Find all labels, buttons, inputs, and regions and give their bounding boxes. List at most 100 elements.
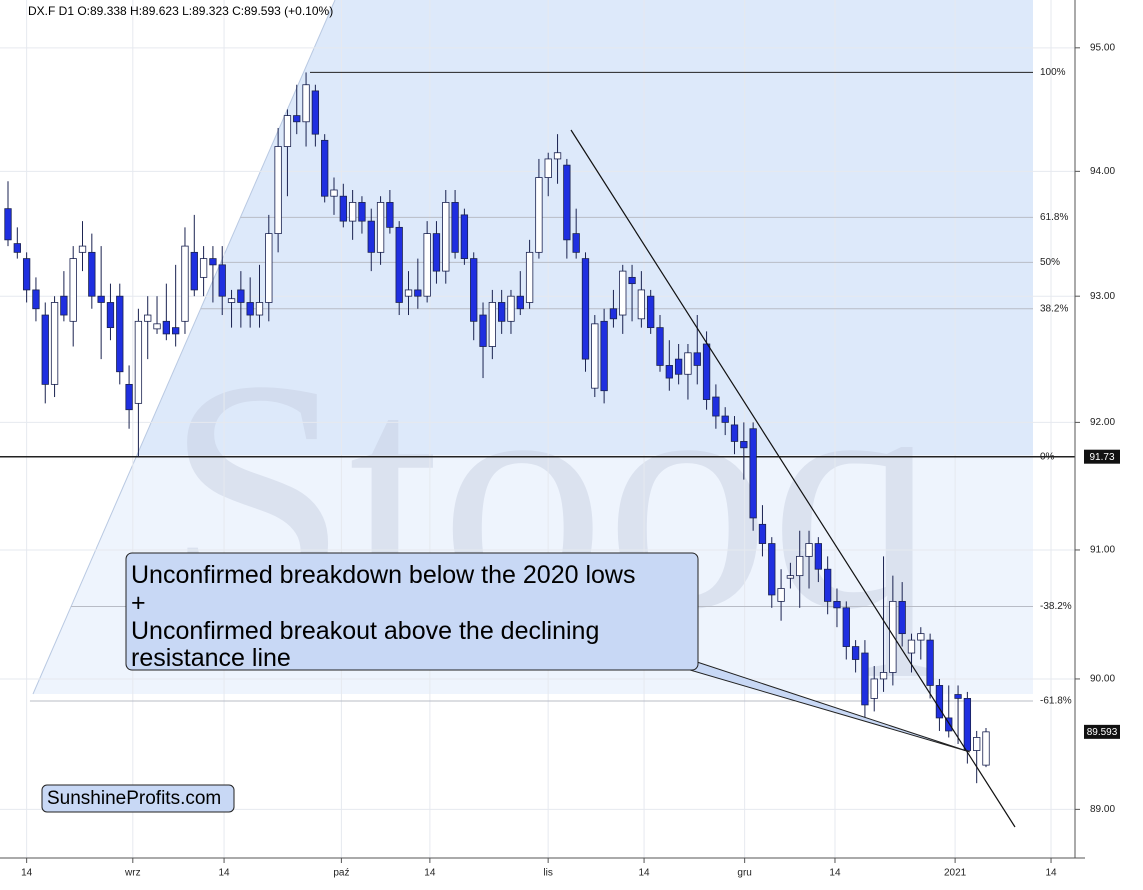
candle-body xyxy=(432,233,441,272)
plot xyxy=(0,0,1075,858)
fib-label: -38.2% xyxy=(1040,601,1072,612)
callout-line: resistance line xyxy=(131,644,291,672)
x-tick-label: 14 xyxy=(829,868,841,879)
candle-body xyxy=(22,258,31,291)
candle-body xyxy=(935,685,944,719)
candle-body xyxy=(926,639,934,686)
candle-body xyxy=(153,323,161,330)
candle-body xyxy=(721,415,729,423)
candle-body xyxy=(525,251,534,303)
candle-body xyxy=(544,158,552,178)
candle-body xyxy=(41,314,49,385)
candle-body xyxy=(563,164,571,241)
candle-body xyxy=(255,302,264,316)
candle-body xyxy=(125,383,133,411)
candle-body xyxy=(758,523,767,544)
candle-body xyxy=(106,302,115,329)
candle-body xyxy=(116,295,124,373)
x-tick-label: 14 xyxy=(639,868,651,879)
candle-body xyxy=(162,320,170,335)
candle-body xyxy=(665,365,673,379)
callout-line: Unconfirmed breakdown below the 2020 low… xyxy=(131,561,635,589)
overlay: Unconfirmed breakdown below the 2020 low… xyxy=(0,0,1120,879)
candle-body xyxy=(730,424,739,442)
candle-body xyxy=(702,343,711,400)
price-label-box xyxy=(1084,449,1120,464)
candle-body xyxy=(637,289,646,320)
candle-body xyxy=(740,441,748,449)
x-tick-label: 14 xyxy=(219,868,231,879)
candle-body xyxy=(330,189,338,197)
chart-title: DX.F D1 O:89.338 H:89.623 L:89.323 C:89.… xyxy=(28,4,333,18)
candle-body xyxy=(274,146,282,235)
x-tick-label: 14 xyxy=(21,868,33,879)
fib-label: 61.8% xyxy=(1040,212,1068,223)
x-tick-label: 14 xyxy=(424,868,436,879)
candle-body xyxy=(451,202,459,253)
y-tick-label: 92.00 xyxy=(1090,417,1115,428)
candle-body xyxy=(898,600,906,635)
callout-box xyxy=(125,552,699,671)
candle-body xyxy=(600,320,608,392)
fib-label: 0% xyxy=(1040,451,1055,462)
candle-body xyxy=(656,327,664,366)
candle-body xyxy=(50,302,59,385)
price-label: 89.593 xyxy=(1087,727,1118,738)
candle-body xyxy=(777,588,785,602)
candle-body xyxy=(907,639,916,654)
candle-body xyxy=(199,258,208,278)
candle-body xyxy=(889,600,897,673)
candle-body xyxy=(628,276,636,285)
candle-body xyxy=(581,258,590,360)
candle-body xyxy=(833,600,841,609)
candle-body xyxy=(498,302,506,322)
candle-body xyxy=(851,646,860,660)
candle-body xyxy=(805,543,813,557)
candle-body xyxy=(414,289,422,297)
candle-body xyxy=(395,226,403,303)
price-label: 91.73 xyxy=(1089,452,1114,463)
candle-body xyxy=(190,251,198,291)
candle-body xyxy=(302,84,310,123)
candle-body xyxy=(181,245,189,322)
candle-body xyxy=(69,258,77,322)
candle-body xyxy=(358,202,366,222)
candle-body xyxy=(376,202,385,253)
candle-body xyxy=(917,633,925,641)
y-tick-label: 89.00 xyxy=(1090,804,1115,815)
candle-body xyxy=(749,428,757,519)
candle-body xyxy=(824,568,832,602)
candle-body xyxy=(227,298,236,303)
candle-body xyxy=(591,323,599,389)
brand: SunshineProfits.com xyxy=(47,788,221,809)
candle-body xyxy=(32,289,40,310)
price-label-box xyxy=(1084,724,1120,739)
candle-body xyxy=(768,543,776,596)
candle-body xyxy=(209,258,217,266)
candle-body xyxy=(712,396,720,417)
candle-body xyxy=(13,243,21,253)
candle-body xyxy=(78,245,87,253)
candle-body xyxy=(172,327,180,335)
candle-body xyxy=(339,195,347,222)
candle-body xyxy=(647,295,655,329)
candle-body xyxy=(982,731,990,766)
candle-body xyxy=(311,90,320,135)
callout-line: + xyxy=(131,589,146,617)
candle-body xyxy=(693,352,701,366)
candle-body xyxy=(134,320,143,404)
candle-body xyxy=(674,358,683,375)
candle-body xyxy=(88,251,96,297)
candle-body xyxy=(945,717,953,732)
candle-body xyxy=(283,115,292,147)
candle-body xyxy=(60,295,68,316)
candle-body xyxy=(442,202,450,272)
candle-body xyxy=(293,115,301,123)
y-tick-label: 91.00 xyxy=(1090,545,1115,556)
candle-body xyxy=(404,289,413,297)
brand-box xyxy=(41,784,235,813)
candle-body xyxy=(954,694,962,699)
fib-zone-upper xyxy=(137,0,1033,455)
candle-body xyxy=(246,302,254,316)
